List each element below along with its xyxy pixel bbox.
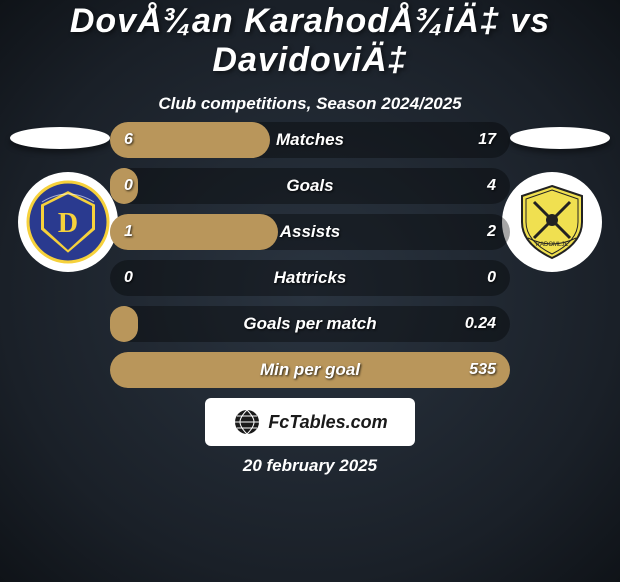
stat-label: Hattricks [110,268,510,288]
page-title: DovÅ¾an KarahodÅ¾iÄ‡ vs DavidoviÄ‡ [0,2,620,80]
stat-right-value: 535 [469,361,496,379]
stat-row: 6Matches17 [110,122,510,158]
stat-row: 0Goals4 [110,168,510,204]
shadow-oval-right [510,127,610,149]
stat-row: Goals per match0.24 [110,306,510,342]
radomlje-badge-icon: RADOMLJE [510,180,594,264]
svg-text:D: D [58,208,78,239]
team-right-logo: RADOMLJE [502,172,602,272]
stat-row: Min per goal535 [110,352,510,388]
stat-row: 1Assists2 [110,214,510,250]
shadow-oval-left [10,127,110,149]
stat-right-value: 17 [478,131,496,149]
team-left-logo: D [18,172,118,272]
domzale-badge-icon: D [26,180,110,264]
stat-right-value: 0.24 [465,315,496,333]
stat-label: Goals [110,176,510,196]
stat-label: Min per goal [110,360,510,380]
svg-text:RADOMLJE: RADOMLJE [536,242,569,248]
stat-right-value: 0 [487,269,496,287]
fctables-logo-icon [232,407,262,437]
stats-container: 6Matches170Goals41Assists20Hattricks0Goa… [110,122,510,398]
stat-label: Assists [110,222,510,242]
stat-right-value: 4 [487,177,496,195]
stat-label: Matches [110,130,510,150]
stat-right-value: 2 [487,223,496,241]
stat-row: 0Hattricks0 [110,260,510,296]
branding-text: FcTables.com [268,412,387,433]
subtitle: Club competitions, Season 2024/2025 [0,94,620,114]
date-text: 20 february 2025 [0,456,620,476]
branding-box: FcTables.com [205,398,415,446]
stat-label: Goals per match [110,314,510,334]
